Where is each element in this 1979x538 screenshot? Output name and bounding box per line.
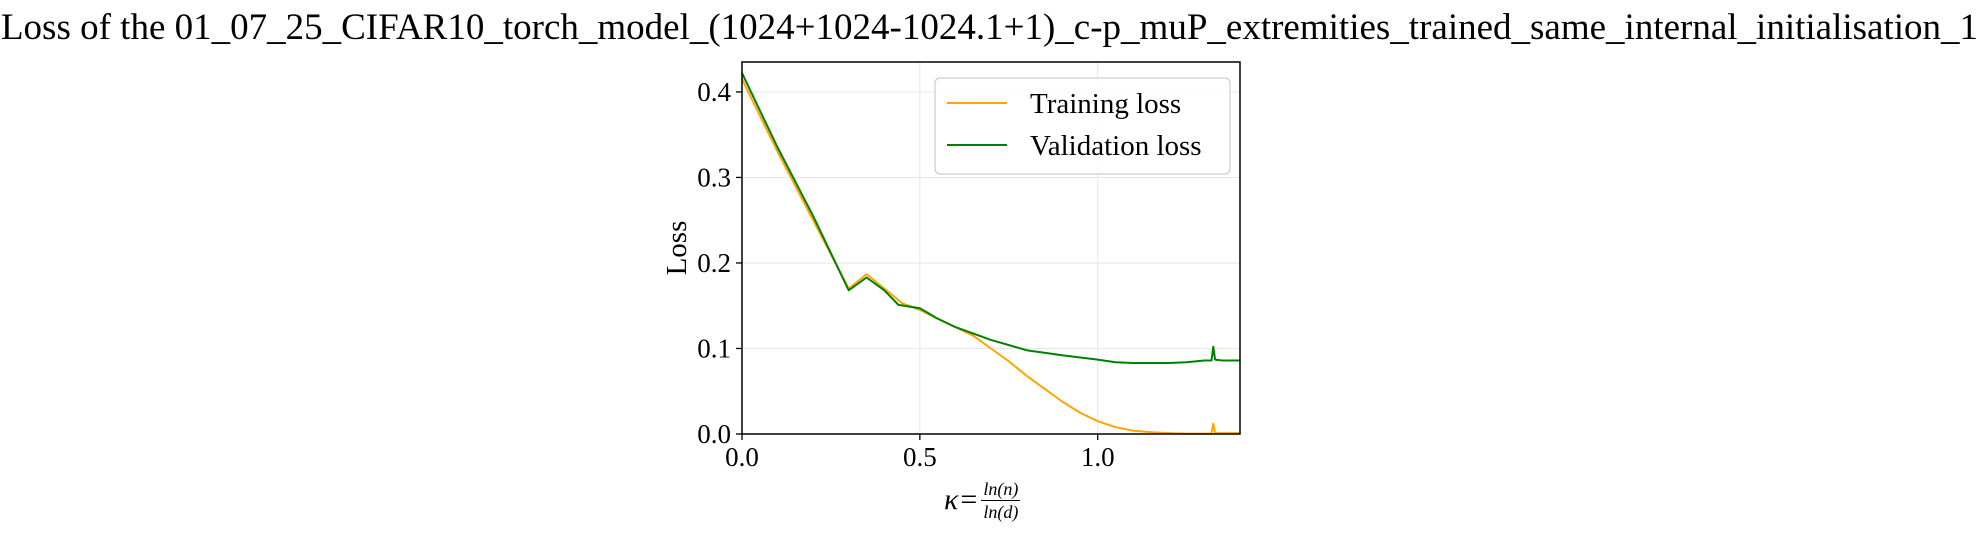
axis-ticks: 0.0 0.5 1.0 0.0 0.1 0.2 0.3 0.4	[697, 77, 1114, 472]
y-tick-label-1: 0.1	[697, 333, 731, 363]
x-axis-label: κ = ln(n) ln(d)	[944, 470, 1021, 530]
x-tick-label-0: 0.0	[725, 442, 759, 472]
y-tick-label-3: 0.3	[697, 162, 731, 192]
x-tick-label-2: 1.0	[1081, 442, 1115, 472]
series-line-1	[741, 72, 1240, 364]
x-axis-label-fraction: ln(n) ln(d)	[981, 478, 1021, 523]
x-axis-label-symbol: κ	[944, 483, 959, 516]
legend: Training loss Validation loss	[934, 77, 1231, 175]
x-axis-label-equals: =	[960, 483, 978, 516]
plot-frame	[741, 61, 1241, 435]
x-axis-label-numerator: ln(n)	[981, 478, 1021, 501]
y-tick-label-0: 0.0	[697, 419, 731, 449]
legend-label-1: Validation loss	[1030, 130, 1202, 162]
y-axis-label: Loss	[661, 221, 693, 276]
y-tick-label-4: 0.4	[697, 77, 731, 107]
legend-label-0: Training loss	[1030, 88, 1181, 120]
legend-box	[934, 77, 1231, 175]
chart-title: Loss of the 01_07_25_CIFAR10_torch_model…	[0, 7, 1979, 48]
x-tick-label-1: 0.5	[903, 442, 937, 472]
y-tick-label-2: 0.2	[697, 248, 731, 278]
x-axis-label-denominator: ln(d)	[983, 501, 1019, 522]
